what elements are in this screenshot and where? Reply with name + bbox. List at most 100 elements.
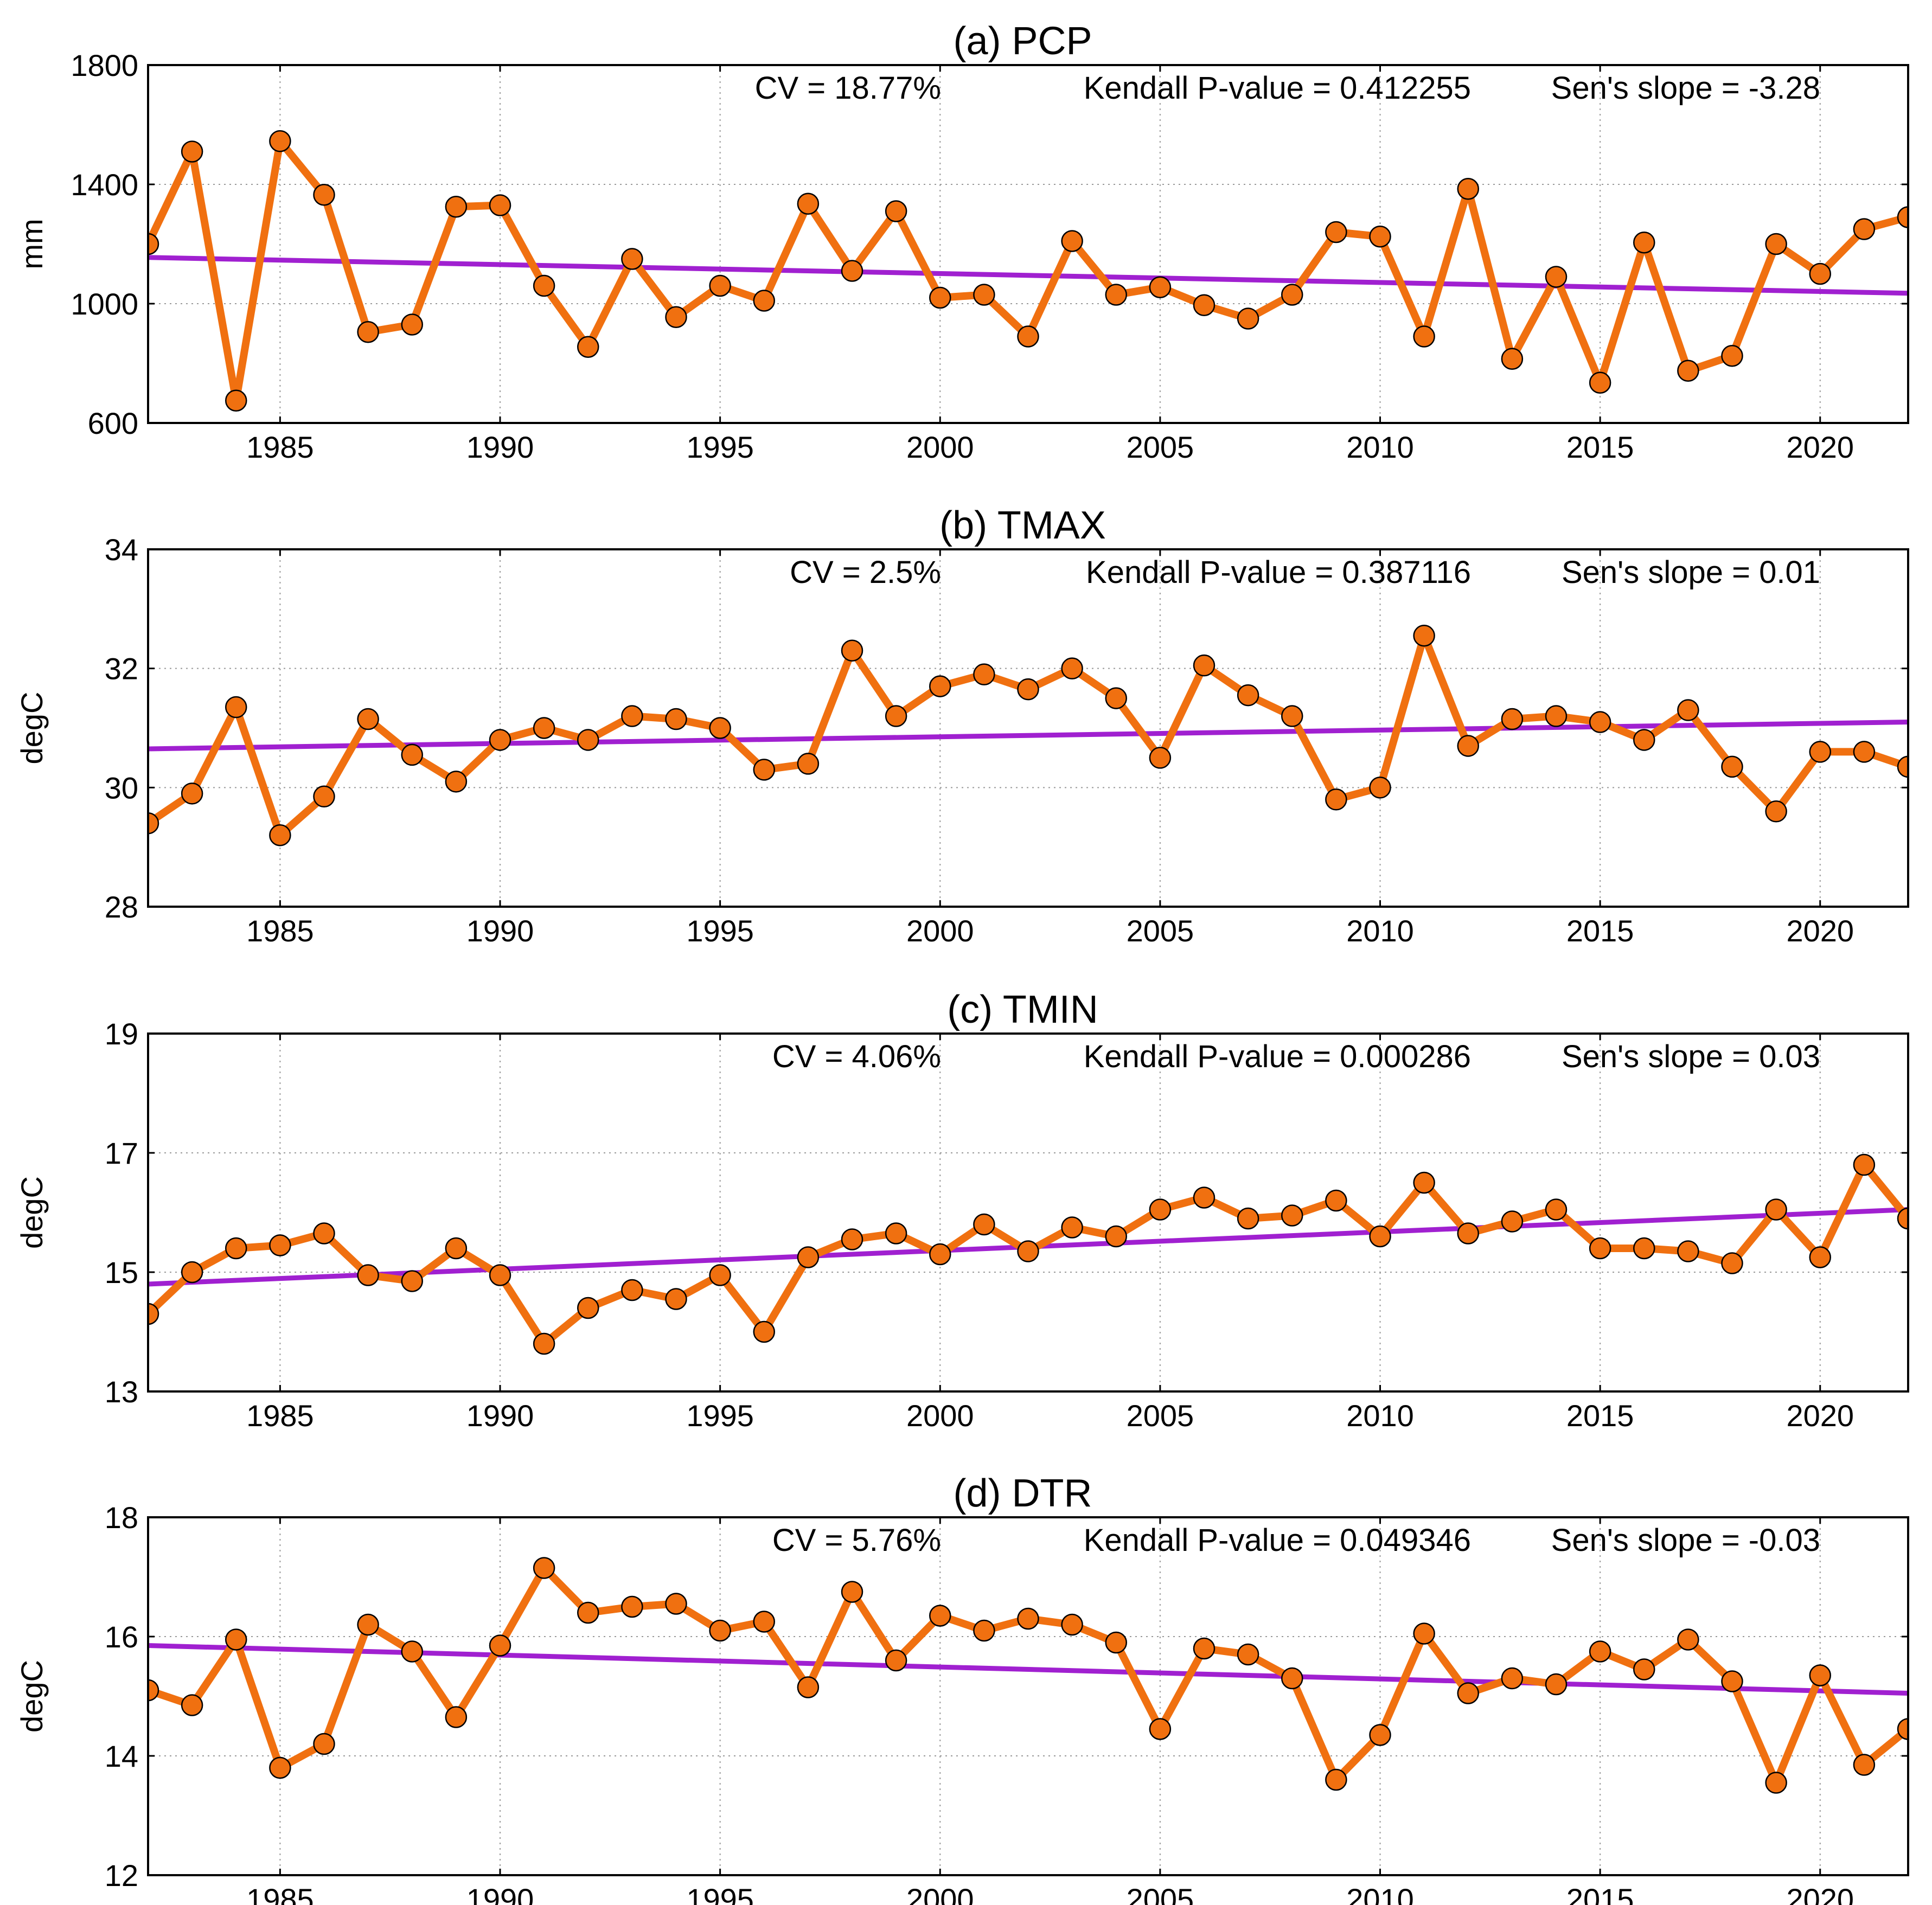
plot-frame bbox=[147, 1516, 1909, 1876]
panel-1: (a) PCP mm 600 1000 1400 1800 1985 1990 1995 2000… bbox=[15, 20, 1909, 464]
data-point bbox=[1765, 800, 1787, 823]
sen-slope-annotation: Sen's slope = -0.03 bbox=[1551, 1523, 1820, 1558]
data-point bbox=[1809, 741, 1831, 763]
x-tick-label: 1985 bbox=[246, 430, 314, 464]
data-point bbox=[929, 675, 951, 697]
data-point bbox=[1105, 1631, 1127, 1654]
data-point bbox=[841, 639, 863, 662]
data-point bbox=[929, 286, 951, 309]
data-point bbox=[1589, 1237, 1611, 1260]
data-point bbox=[577, 336, 599, 358]
y-tick-label: 1800 bbox=[71, 48, 138, 82]
plot-area bbox=[148, 625, 1908, 846]
data-point bbox=[1545, 705, 1568, 727]
x-tick-label: 2020 bbox=[1786, 1399, 1854, 1433]
data-point bbox=[665, 1593, 687, 1615]
data-point bbox=[1677, 360, 1699, 382]
x-tick-label: 2005 bbox=[1127, 914, 1194, 948]
data-point bbox=[1853, 218, 1876, 240]
data-point bbox=[753, 290, 775, 312]
data-point bbox=[1325, 1768, 1347, 1791]
kendall-annotation: Kendall P-value = 0.049346 bbox=[1084, 1523, 1471, 1558]
data-point bbox=[1633, 232, 1655, 254]
cv-annotation: CV = 4.06% bbox=[772, 1039, 941, 1074]
data-point bbox=[621, 1595, 643, 1618]
data-point bbox=[1677, 1240, 1699, 1262]
data-point bbox=[1017, 1607, 1039, 1630]
data-point bbox=[577, 1601, 599, 1624]
data-point bbox=[1677, 1628, 1699, 1651]
data-point bbox=[181, 782, 203, 805]
x-tick-label: 2010 bbox=[1346, 1882, 1414, 1905]
data-point bbox=[181, 140, 203, 163]
data-point bbox=[709, 1619, 731, 1642]
x-tick-label: 1985 bbox=[246, 1399, 314, 1433]
x-tick-label: 2010 bbox=[1346, 430, 1414, 464]
data-point bbox=[1721, 345, 1743, 367]
y-tick-label: 34 bbox=[105, 533, 138, 567]
kendall-annotation: Kendall P-value = 0.000286 bbox=[1084, 1039, 1471, 1074]
data-point bbox=[1193, 294, 1216, 316]
data-point bbox=[1765, 1198, 1787, 1221]
data-point bbox=[797, 753, 820, 775]
data-point bbox=[885, 705, 907, 727]
y-tick-label: 12 bbox=[105, 1858, 138, 1893]
data-point bbox=[973, 1619, 995, 1642]
data-point bbox=[1193, 1637, 1216, 1660]
x-tick-label: 1990 bbox=[466, 914, 534, 948]
data-point bbox=[1325, 1189, 1347, 1212]
data-point bbox=[401, 1270, 423, 1292]
data-point bbox=[1457, 1682, 1479, 1704]
data-point bbox=[709, 717, 731, 739]
x-tick-label: 1990 bbox=[466, 430, 534, 464]
data-point bbox=[181, 1694, 203, 1716]
data-point bbox=[1369, 1724, 1391, 1746]
data-point bbox=[357, 708, 379, 730]
data-point bbox=[1281, 1204, 1303, 1227]
data-point bbox=[1413, 1622, 1435, 1645]
data-point bbox=[1193, 1186, 1216, 1209]
data-point bbox=[1413, 325, 1435, 348]
cv-annotation: CV = 2.5% bbox=[790, 555, 941, 590]
data-point bbox=[1589, 371, 1611, 394]
x-tick-label: 1995 bbox=[686, 914, 754, 948]
data-point bbox=[489, 194, 511, 216]
data-point bbox=[1501, 1667, 1524, 1690]
data-point bbox=[1897, 1718, 1908, 1740]
data-point bbox=[401, 743, 423, 766]
kendall-annotation: Kendall P-value = 0.387116 bbox=[1086, 555, 1471, 590]
data-point bbox=[1061, 230, 1083, 252]
data-point bbox=[841, 1228, 863, 1250]
data-point bbox=[489, 1634, 511, 1657]
data-point bbox=[1589, 1640, 1611, 1663]
data-point bbox=[313, 785, 335, 808]
x-tick-label: 1985 bbox=[246, 1882, 314, 1905]
data-point bbox=[1545, 266, 1568, 288]
x-tick-label: 1990 bbox=[466, 1399, 534, 1433]
data-point bbox=[1281, 705, 1303, 727]
data-point bbox=[225, 1628, 247, 1651]
x-tick-label: 1990 bbox=[466, 1882, 534, 1905]
data-point bbox=[621, 248, 643, 270]
data-point bbox=[1105, 284, 1127, 306]
data-point bbox=[1149, 276, 1172, 298]
kendall-annotation: Kendall P-value = 0.412255 bbox=[1084, 70, 1471, 106]
trend-line bbox=[148, 1643, 1908, 1696]
data-point bbox=[1809, 1246, 1831, 1268]
data-point bbox=[1501, 1210, 1524, 1233]
data-point bbox=[1457, 1222, 1479, 1245]
data-point bbox=[885, 200, 907, 222]
trend-line bbox=[148, 255, 1908, 296]
data-point bbox=[1721, 1670, 1743, 1692]
data-point bbox=[1457, 735, 1479, 757]
data-point bbox=[1149, 1718, 1172, 1740]
data-point bbox=[1633, 729, 1655, 751]
data-point bbox=[1369, 226, 1391, 248]
data-point bbox=[357, 1613, 379, 1636]
data-point bbox=[753, 759, 775, 781]
sen-slope-annotation: Sen's slope = 0.01 bbox=[1562, 555, 1820, 590]
y-tick-label: 16 bbox=[105, 1620, 138, 1654]
data-point bbox=[445, 1706, 468, 1728]
data-point bbox=[1457, 178, 1479, 200]
